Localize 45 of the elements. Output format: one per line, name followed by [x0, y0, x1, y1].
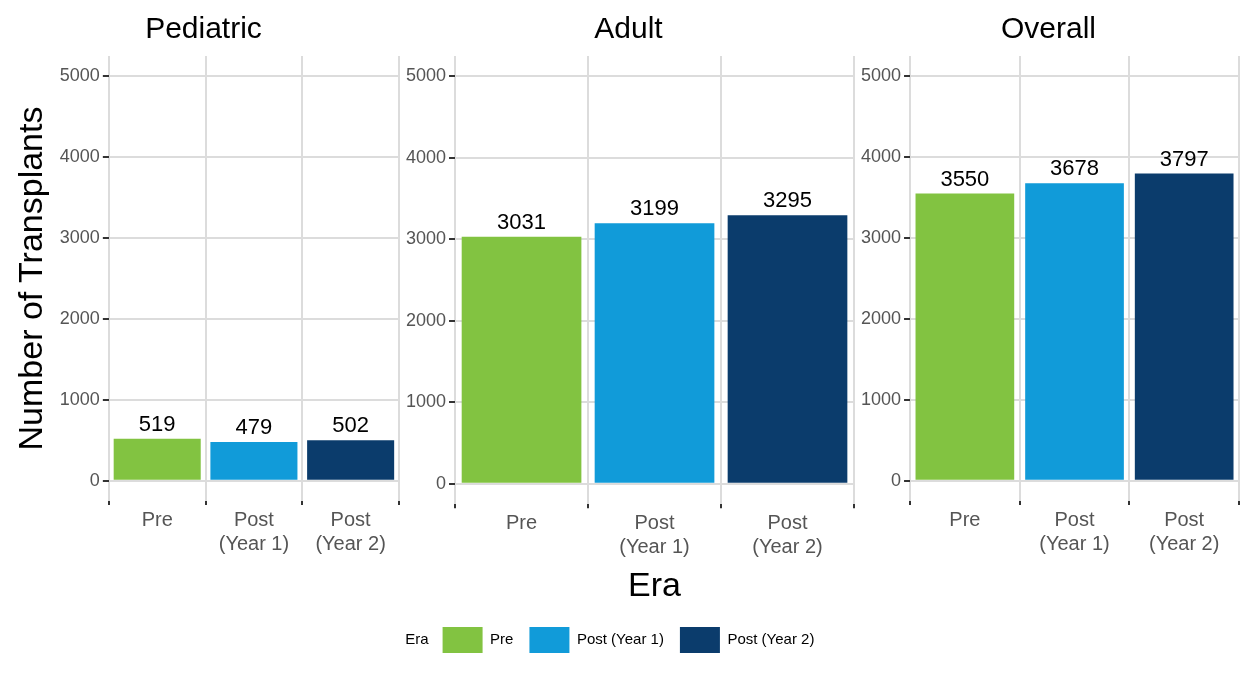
y-tick-label: 3000 [406, 228, 447, 249]
y-tick-label: 5000 [59, 65, 100, 86]
data-label: 519 [138, 410, 176, 436]
legend-title: Era [405, 630, 430, 648]
data-label: 3199 [630, 195, 679, 221]
y-tick-label: 0 [891, 469, 902, 490]
x-tick-label: Pre [141, 507, 173, 530]
y-axis-title: Number of Transplants [10, 106, 49, 451]
x-tick-label: Pre [505, 510, 538, 533]
data-label: 502 [332, 412, 369, 438]
y-tick-label: 0 [436, 472, 447, 493]
y-tick-label: 1000 [406, 391, 447, 412]
legend-label: Post (Year 1) [576, 630, 664, 648]
x-tick-label: Post (Year 2) [1148, 507, 1220, 554]
x-tick-label: Pre [949, 507, 981, 530]
legend-label: Pre [490, 630, 514, 648]
data-label: 3031 [497, 208, 547, 234]
x-tick-label: Post (Year 1) [218, 507, 290, 554]
data-label: 3550 [940, 165, 990, 191]
x-tick-label: Post (Year 2) [752, 510, 823, 557]
y-tick-label: 2000 [59, 307, 100, 328]
legend-label: Post (Year 2) [727, 630, 815, 648]
chart-title: Overall [1000, 11, 1097, 45]
y-tick-label: 2000 [406, 309, 447, 330]
y-tick-label: 1000 [861, 388, 902, 409]
chart-title: Pediatric [145, 11, 262, 45]
x-tick-label: Post (Year 1) [619, 510, 690, 557]
y-tick-label: 5000 [406, 65, 447, 86]
x-axis-title: Era [628, 564, 682, 603]
x-tick-label: Post (Year 2) [315, 507, 386, 554]
y-tick-label: 2000 [861, 307, 902, 328]
chart-title: Adult [594, 11, 664, 45]
y-tick-label: 5000 [861, 65, 902, 86]
y-tick-label: 0 [89, 469, 100, 490]
data-label: 479 [235, 414, 273, 440]
data-label: 3295 [763, 187, 812, 213]
x-tick-label: Post (Year 1) [1039, 507, 1110, 554]
y-tick-label: 4000 [861, 146, 902, 167]
y-tick-label: 3000 [59, 227, 100, 248]
y-tick-label: 4000 [59, 146, 100, 167]
data-label: 3797 [1159, 145, 1209, 171]
y-tick-label: 3000 [861, 227, 902, 248]
y-tick-label: 1000 [59, 388, 100, 409]
y-tick-label: 4000 [406, 146, 447, 167]
data-label: 3678 [1050, 155, 1099, 181]
